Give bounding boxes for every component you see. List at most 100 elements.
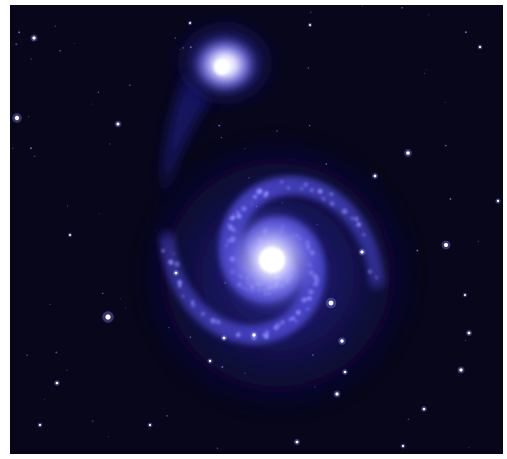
faint-star bbox=[428, 14, 430, 16]
faint-star bbox=[276, 130, 278, 132]
faint-star bbox=[166, 415, 169, 417]
star bbox=[422, 407, 426, 411]
faint-star bbox=[307, 67, 310, 69]
faint-star bbox=[248, 177, 250, 179]
faint-star bbox=[232, 213, 235, 215]
companion-galaxy-nucleus bbox=[214, 59, 230, 75]
faint-star bbox=[244, 372, 246, 374]
star bbox=[55, 381, 59, 385]
faint-star bbox=[407, 418, 409, 420]
star bbox=[340, 339, 344, 343]
faint-star bbox=[33, 155, 36, 158]
faint-star bbox=[218, 124, 221, 127]
faint-star bbox=[182, 47, 185, 49]
star bbox=[105, 314, 111, 320]
faint-star bbox=[316, 224, 318, 226]
star bbox=[335, 392, 339, 396]
faint-star bbox=[445, 102, 446, 104]
star bbox=[406, 151, 410, 155]
star-cluster-knot bbox=[174, 261, 180, 267]
star-cluster-knot bbox=[191, 303, 195, 308]
star-cluster-knot bbox=[250, 202, 253, 205]
faint-star bbox=[477, 240, 479, 242]
star-cluster-knot bbox=[168, 259, 174, 265]
star-cluster-knot bbox=[310, 188, 314, 192]
faint-star bbox=[216, 447, 219, 449]
faint-star bbox=[55, 351, 58, 354]
faint-star bbox=[49, 303, 51, 305]
faint-star bbox=[314, 386, 316, 388]
star-cluster-knot bbox=[216, 319, 221, 325]
faint-star bbox=[224, 282, 226, 284]
faint-star bbox=[220, 136, 223, 139]
star bbox=[328, 300, 334, 306]
star-cluster-knot bbox=[280, 320, 285, 325]
faint-star bbox=[66, 369, 68, 371]
star-cluster-knot bbox=[262, 333, 266, 337]
faint-star bbox=[66, 205, 69, 207]
star bbox=[309, 24, 311, 26]
star-cluster-knot bbox=[273, 325, 279, 331]
faint-star bbox=[73, 42, 75, 45]
faint-star bbox=[444, 144, 447, 147]
star bbox=[14, 115, 20, 121]
faint-star bbox=[15, 43, 18, 46]
star-cluster-knot bbox=[350, 217, 354, 220]
star-cluster-knot bbox=[161, 249, 165, 253]
faint-star bbox=[310, 11, 312, 13]
faint-star bbox=[464, 31, 467, 34]
star bbox=[295, 440, 299, 444]
faint-star bbox=[30, 147, 32, 150]
star bbox=[38, 423, 42, 427]
faint-star bbox=[239, 46, 241, 48]
faint-star bbox=[449, 197, 452, 200]
star-cluster-knot bbox=[303, 182, 308, 187]
star bbox=[464, 294, 466, 296]
star-cluster-knot bbox=[300, 187, 303, 191]
faint-star bbox=[90, 103, 92, 105]
faint-star bbox=[30, 58, 33, 60]
spiral-arm-blob bbox=[158, 230, 176, 248]
star bbox=[208, 359, 212, 363]
faint-star bbox=[44, 398, 45, 400]
faint-star bbox=[107, 435, 109, 438]
star-cluster-knot bbox=[341, 208, 348, 215]
faint-star bbox=[108, 143, 111, 145]
star-cluster-knot bbox=[317, 189, 323, 194]
faint-star bbox=[179, 49, 181, 51]
faint-star bbox=[311, 353, 314, 357]
faint-star bbox=[28, 116, 30, 118]
star bbox=[343, 370, 347, 374]
faint-star bbox=[98, 213, 100, 215]
star bbox=[373, 174, 377, 178]
star-cluster-knot bbox=[236, 210, 240, 214]
star-cluster-knot bbox=[190, 300, 195, 305]
faint-star bbox=[97, 91, 100, 94]
star bbox=[32, 36, 36, 40]
star-cluster-knot bbox=[321, 197, 326, 201]
faint-star bbox=[26, 354, 28, 356]
star-cluster-knot bbox=[329, 201, 335, 207]
star bbox=[148, 423, 152, 427]
faint-star bbox=[54, 25, 57, 27]
faint-star bbox=[32, 39, 34, 41]
faint-star bbox=[401, 6, 404, 9]
star bbox=[496, 199, 500, 203]
faint-star bbox=[416, 249, 419, 252]
faint-star bbox=[120, 298, 122, 300]
star-cluster-knot bbox=[294, 320, 298, 323]
spiral-arm-blob bbox=[368, 272, 386, 290]
faint-star bbox=[18, 31, 21, 34]
galaxy-scene bbox=[10, 5, 503, 454]
star-cluster-knot bbox=[280, 180, 284, 184]
star bbox=[174, 271, 178, 275]
faint-star bbox=[101, 292, 104, 295]
star bbox=[189, 22, 191, 24]
star bbox=[401, 444, 405, 448]
star-cluster-knot bbox=[375, 276, 378, 279]
star bbox=[252, 333, 256, 337]
star bbox=[459, 368, 463, 372]
star-cluster-knot bbox=[241, 206, 247, 212]
star-cluster-knot bbox=[306, 307, 310, 311]
